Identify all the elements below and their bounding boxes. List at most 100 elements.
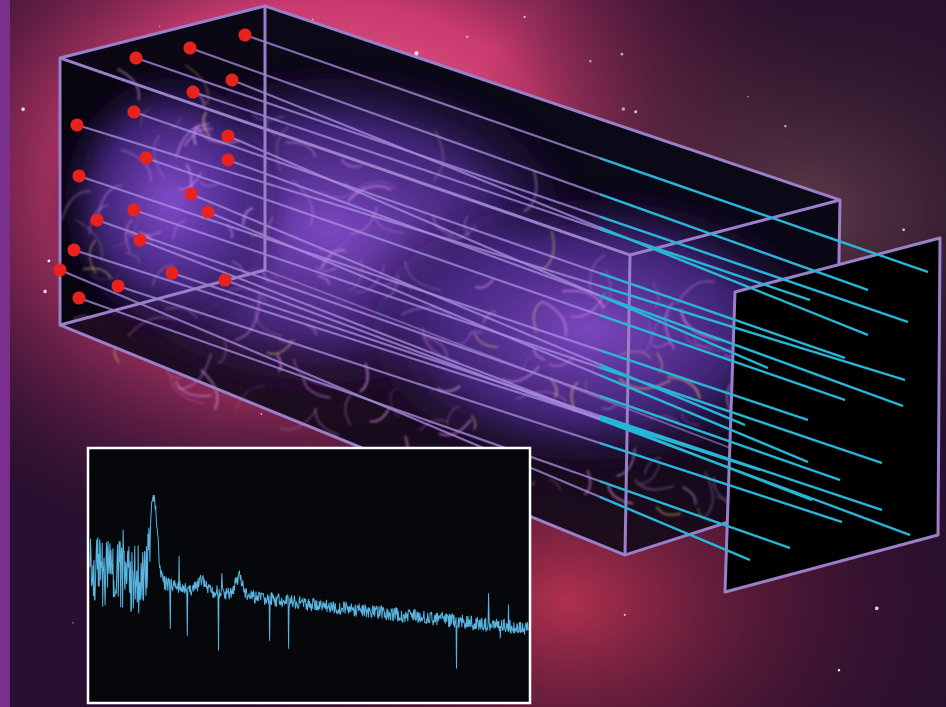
web-filament xyxy=(357,181,397,190)
web-filament xyxy=(217,340,227,364)
quasar-dot xyxy=(221,129,235,143)
web-filament xyxy=(314,408,340,436)
quasar-dot xyxy=(165,266,179,280)
web-filament xyxy=(125,219,133,253)
web-filament xyxy=(315,266,338,272)
web-filament xyxy=(650,314,672,345)
web-filament xyxy=(317,275,331,286)
quasar-dot xyxy=(67,243,81,257)
web-filament xyxy=(642,319,652,354)
web-filament xyxy=(151,264,174,286)
quasar-dot xyxy=(139,151,153,165)
web-filament xyxy=(438,419,472,436)
detector-plane xyxy=(723,236,942,594)
web-filament xyxy=(684,334,717,348)
quasar-dot xyxy=(70,118,84,132)
web-filament xyxy=(664,301,675,350)
star xyxy=(623,613,626,616)
web-filament xyxy=(254,311,283,337)
web-filament xyxy=(470,415,477,430)
web-filament xyxy=(184,127,213,147)
quasar-dot xyxy=(111,279,125,293)
quasar-dot xyxy=(184,187,198,201)
web-filament xyxy=(482,311,497,324)
star xyxy=(620,52,624,56)
web-filament xyxy=(125,252,141,264)
sightline-segment xyxy=(599,374,809,464)
star xyxy=(523,15,526,19)
web-filament xyxy=(682,486,697,505)
quasar-dot xyxy=(133,233,147,247)
web-filament xyxy=(177,171,202,190)
star xyxy=(21,107,25,111)
quasar-dot xyxy=(186,85,200,99)
quasar-dot xyxy=(127,203,141,217)
web-filament xyxy=(419,419,448,431)
web-filament xyxy=(82,267,112,279)
star xyxy=(747,95,749,98)
sightline-segment xyxy=(599,366,883,465)
web-filament xyxy=(436,385,461,393)
sightline-segment xyxy=(599,394,841,482)
spectrum-line xyxy=(89,494,529,669)
quasar-dot xyxy=(225,73,239,87)
web-filament xyxy=(523,170,537,213)
web-filament xyxy=(651,339,672,348)
web-filament xyxy=(280,408,318,430)
web-filament xyxy=(446,405,460,427)
web-filament xyxy=(312,237,351,252)
web-filament xyxy=(464,215,470,237)
web-filament xyxy=(350,206,378,235)
sightline-segment xyxy=(599,349,809,422)
web-filament xyxy=(589,254,606,294)
web-filament xyxy=(468,330,483,335)
web-filament xyxy=(175,123,209,158)
sightline-segment xyxy=(599,414,883,512)
web-filament xyxy=(703,471,714,519)
quasar-dot xyxy=(129,51,143,65)
web-filament xyxy=(355,263,386,294)
web-filament xyxy=(584,470,591,495)
web-filament xyxy=(652,282,660,309)
sightline-segment xyxy=(599,441,843,524)
web-filament xyxy=(667,375,701,399)
web-filament xyxy=(607,484,634,505)
star xyxy=(634,110,638,114)
web-filament xyxy=(250,216,274,237)
web-filament xyxy=(533,348,546,361)
sightline-segment xyxy=(599,284,906,382)
star xyxy=(784,124,787,128)
star xyxy=(621,107,625,111)
web-filament xyxy=(89,273,121,280)
web-filament xyxy=(369,408,390,423)
star xyxy=(260,413,263,415)
quasar-dot xyxy=(183,41,197,55)
web-filament xyxy=(423,336,449,359)
web-filament xyxy=(601,268,612,310)
web-filament xyxy=(643,457,662,475)
web-filament xyxy=(266,341,293,355)
sightlines-front xyxy=(599,157,929,562)
sightline-segment xyxy=(599,480,791,550)
quasar-dot xyxy=(72,169,86,183)
web-filament xyxy=(341,158,363,167)
web-filament xyxy=(601,403,618,410)
web-filament xyxy=(515,391,568,403)
web-filament xyxy=(404,260,442,291)
sightline-segment xyxy=(599,193,869,292)
detector-panel xyxy=(723,236,942,594)
quasar-dot xyxy=(201,205,215,219)
quasar-dot xyxy=(53,263,67,277)
web-filament xyxy=(263,271,271,283)
sightline-segment xyxy=(599,215,909,324)
sightline-segment xyxy=(599,495,751,562)
web-filament xyxy=(618,350,651,359)
quasar-dot xyxy=(72,291,86,305)
web-filament xyxy=(400,306,452,318)
web-filament xyxy=(235,386,266,410)
web-filament xyxy=(640,461,661,485)
web-filament xyxy=(178,353,212,390)
web-filament xyxy=(349,258,363,292)
